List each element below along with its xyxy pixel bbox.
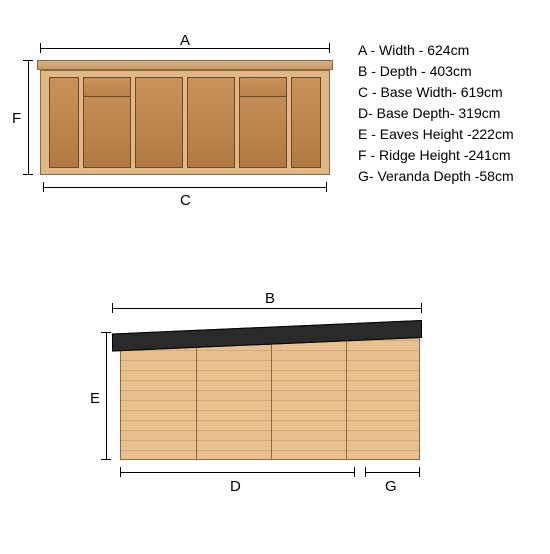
dim-tick	[23, 60, 33, 61]
dim-tick	[419, 467, 420, 477]
legend-item: D- Base Depth- 319cm	[358, 103, 514, 124]
dim-tick	[421, 303, 422, 313]
dim-label-b: B	[265, 290, 275, 307]
dim-tick	[120, 467, 121, 477]
dimension-legend: A - Width - 624cm B - Depth - 403cm C - …	[358, 40, 514, 187]
legend-item: F - Ridge Height -241cm	[358, 145, 514, 166]
dim-label-c: C	[180, 192, 191, 209]
front-roof	[37, 60, 333, 70]
legend-item: E - Eaves Height -222cm	[358, 124, 514, 145]
dim-label-a: A	[180, 32, 190, 49]
front-wall	[40, 70, 330, 175]
front-door-panel	[135, 77, 183, 168]
dim-tick	[365, 467, 366, 477]
legend-item: B - Depth - 403cm	[358, 61, 514, 82]
side-wall	[120, 330, 420, 460]
legend-item: C - Base Width- 619cm	[358, 82, 514, 103]
front-panel	[291, 77, 321, 168]
dim-tick	[101, 332, 111, 333]
dim-tick	[354, 467, 355, 477]
dim-label-f: F	[12, 110, 21, 127]
dim-label-e: E	[90, 390, 100, 407]
dim-tick	[329, 43, 330, 53]
legend-item: A - Width - 624cm	[358, 40, 514, 61]
dim-label-g: G	[385, 478, 397, 495]
dim-tick	[43, 182, 44, 192]
front-window-panel	[83, 77, 131, 168]
dim-tick	[112, 303, 113, 313]
dim-line-f	[28, 60, 29, 175]
dim-line-a	[40, 48, 330, 49]
dim-line-b	[112, 308, 422, 309]
side-elevation: B E D G	[120, 320, 420, 460]
front-door-panel	[187, 77, 235, 168]
dim-line-g	[365, 472, 420, 473]
dim-tick	[40, 43, 41, 53]
dim-tick	[23, 174, 33, 175]
dim-line-e	[106, 332, 107, 460]
legend-item: G- Veranda Depth -58cm	[358, 166, 514, 187]
dim-tick	[326, 182, 327, 192]
dim-tick	[101, 459, 111, 460]
side-building	[120, 320, 420, 460]
front-building	[40, 60, 330, 175]
dim-label-d: D	[230, 478, 241, 495]
dim-line-d	[120, 472, 355, 473]
front-window-panel	[239, 77, 287, 168]
front-panel	[49, 77, 79, 168]
dim-line-c	[43, 187, 327, 188]
front-elevation: A F C	[40, 60, 330, 175]
